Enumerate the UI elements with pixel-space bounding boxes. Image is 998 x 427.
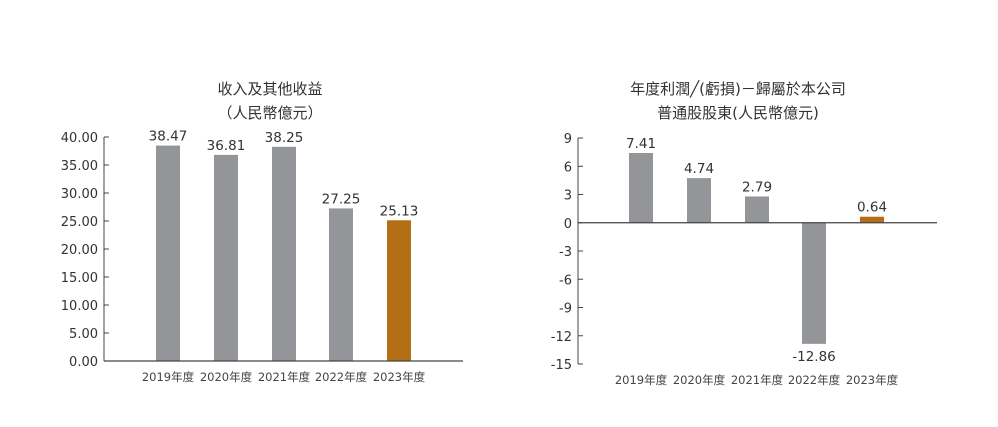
x-tick-label: 2023年度 [846, 373, 899, 387]
data-label: 0.64 [857, 200, 887, 216]
y-tick-label: 25.00 [61, 215, 98, 230]
x-tick-label: 2022年度 [788, 373, 841, 387]
y-tick-label: 0 [564, 217, 572, 232]
data-label: 38.47 [149, 129, 188, 145]
x-tick-label: 2021年度 [731, 373, 784, 387]
x-tick-label: 2020年度 [200, 370, 253, 384]
x-tick-label: 2023年度 [373, 370, 426, 384]
bar-2021年度 [272, 146, 296, 361]
y-tick-label: 20.00 [61, 243, 98, 258]
chart-title: 普通股股東(人民幣億元) [657, 104, 819, 122]
x-tick-label: 2019年度 [615, 373, 668, 387]
y-tick-label: 3 [564, 189, 572, 204]
data-label: 38.25 [265, 130, 304, 146]
data-label: 27.25 [322, 191, 361, 207]
data-label: 4.74 [684, 161, 714, 177]
chart-title: 年度利潤╱(虧損)－歸屬於本公司 [630, 80, 846, 98]
data-label: -12.86 [792, 349, 836, 365]
bar-2023年度 [387, 220, 411, 361]
chart-title: 收入及其他收益 [217, 80, 322, 98]
bar-2022年度 [802, 222, 826, 344]
x-tick-label: 2019年度 [142, 370, 195, 384]
data-label: 7.41 [626, 136, 656, 152]
y-tick-label: -9 [559, 302, 572, 317]
y-tick-label: 10.00 [61, 299, 98, 314]
bar-2023年度 [860, 216, 884, 223]
y-tick-label: -3 [559, 245, 572, 260]
x-tick-label: 2022年度 [315, 370, 368, 384]
data-label: 2.79 [742, 179, 772, 195]
chart-title: （人民幣億元） [217, 104, 322, 122]
y-tick-label: -15 [551, 358, 572, 373]
y-tick-label: 0.00 [69, 355, 98, 370]
bar-2020年度 [687, 178, 711, 223]
y-tick-label: 40.00 [61, 131, 98, 146]
y-tick-label: 9 [564, 132, 572, 147]
bar-2019年度 [156, 145, 180, 361]
bar-2020年度 [214, 154, 238, 361]
y-tick-label: 5.00 [69, 327, 98, 342]
bar-2022年度 [329, 208, 353, 361]
y-tick-label: 30.00 [61, 187, 98, 202]
data-label: 36.81 [207, 138, 246, 154]
data-label: 25.13 [380, 203, 419, 219]
y-tick-label: 6 [564, 160, 572, 175]
y-tick-label: 15.00 [61, 271, 98, 286]
x-tick-label: 2021年度 [258, 370, 311, 384]
y-tick-label: -6 [559, 273, 572, 288]
y-tick-label: 35.00 [61, 159, 98, 174]
x-tick-label: 2020年度 [673, 373, 726, 387]
y-tick-label: -12 [551, 330, 572, 345]
bar-2021年度 [745, 196, 769, 223]
bar-2019年度 [629, 152, 653, 223]
